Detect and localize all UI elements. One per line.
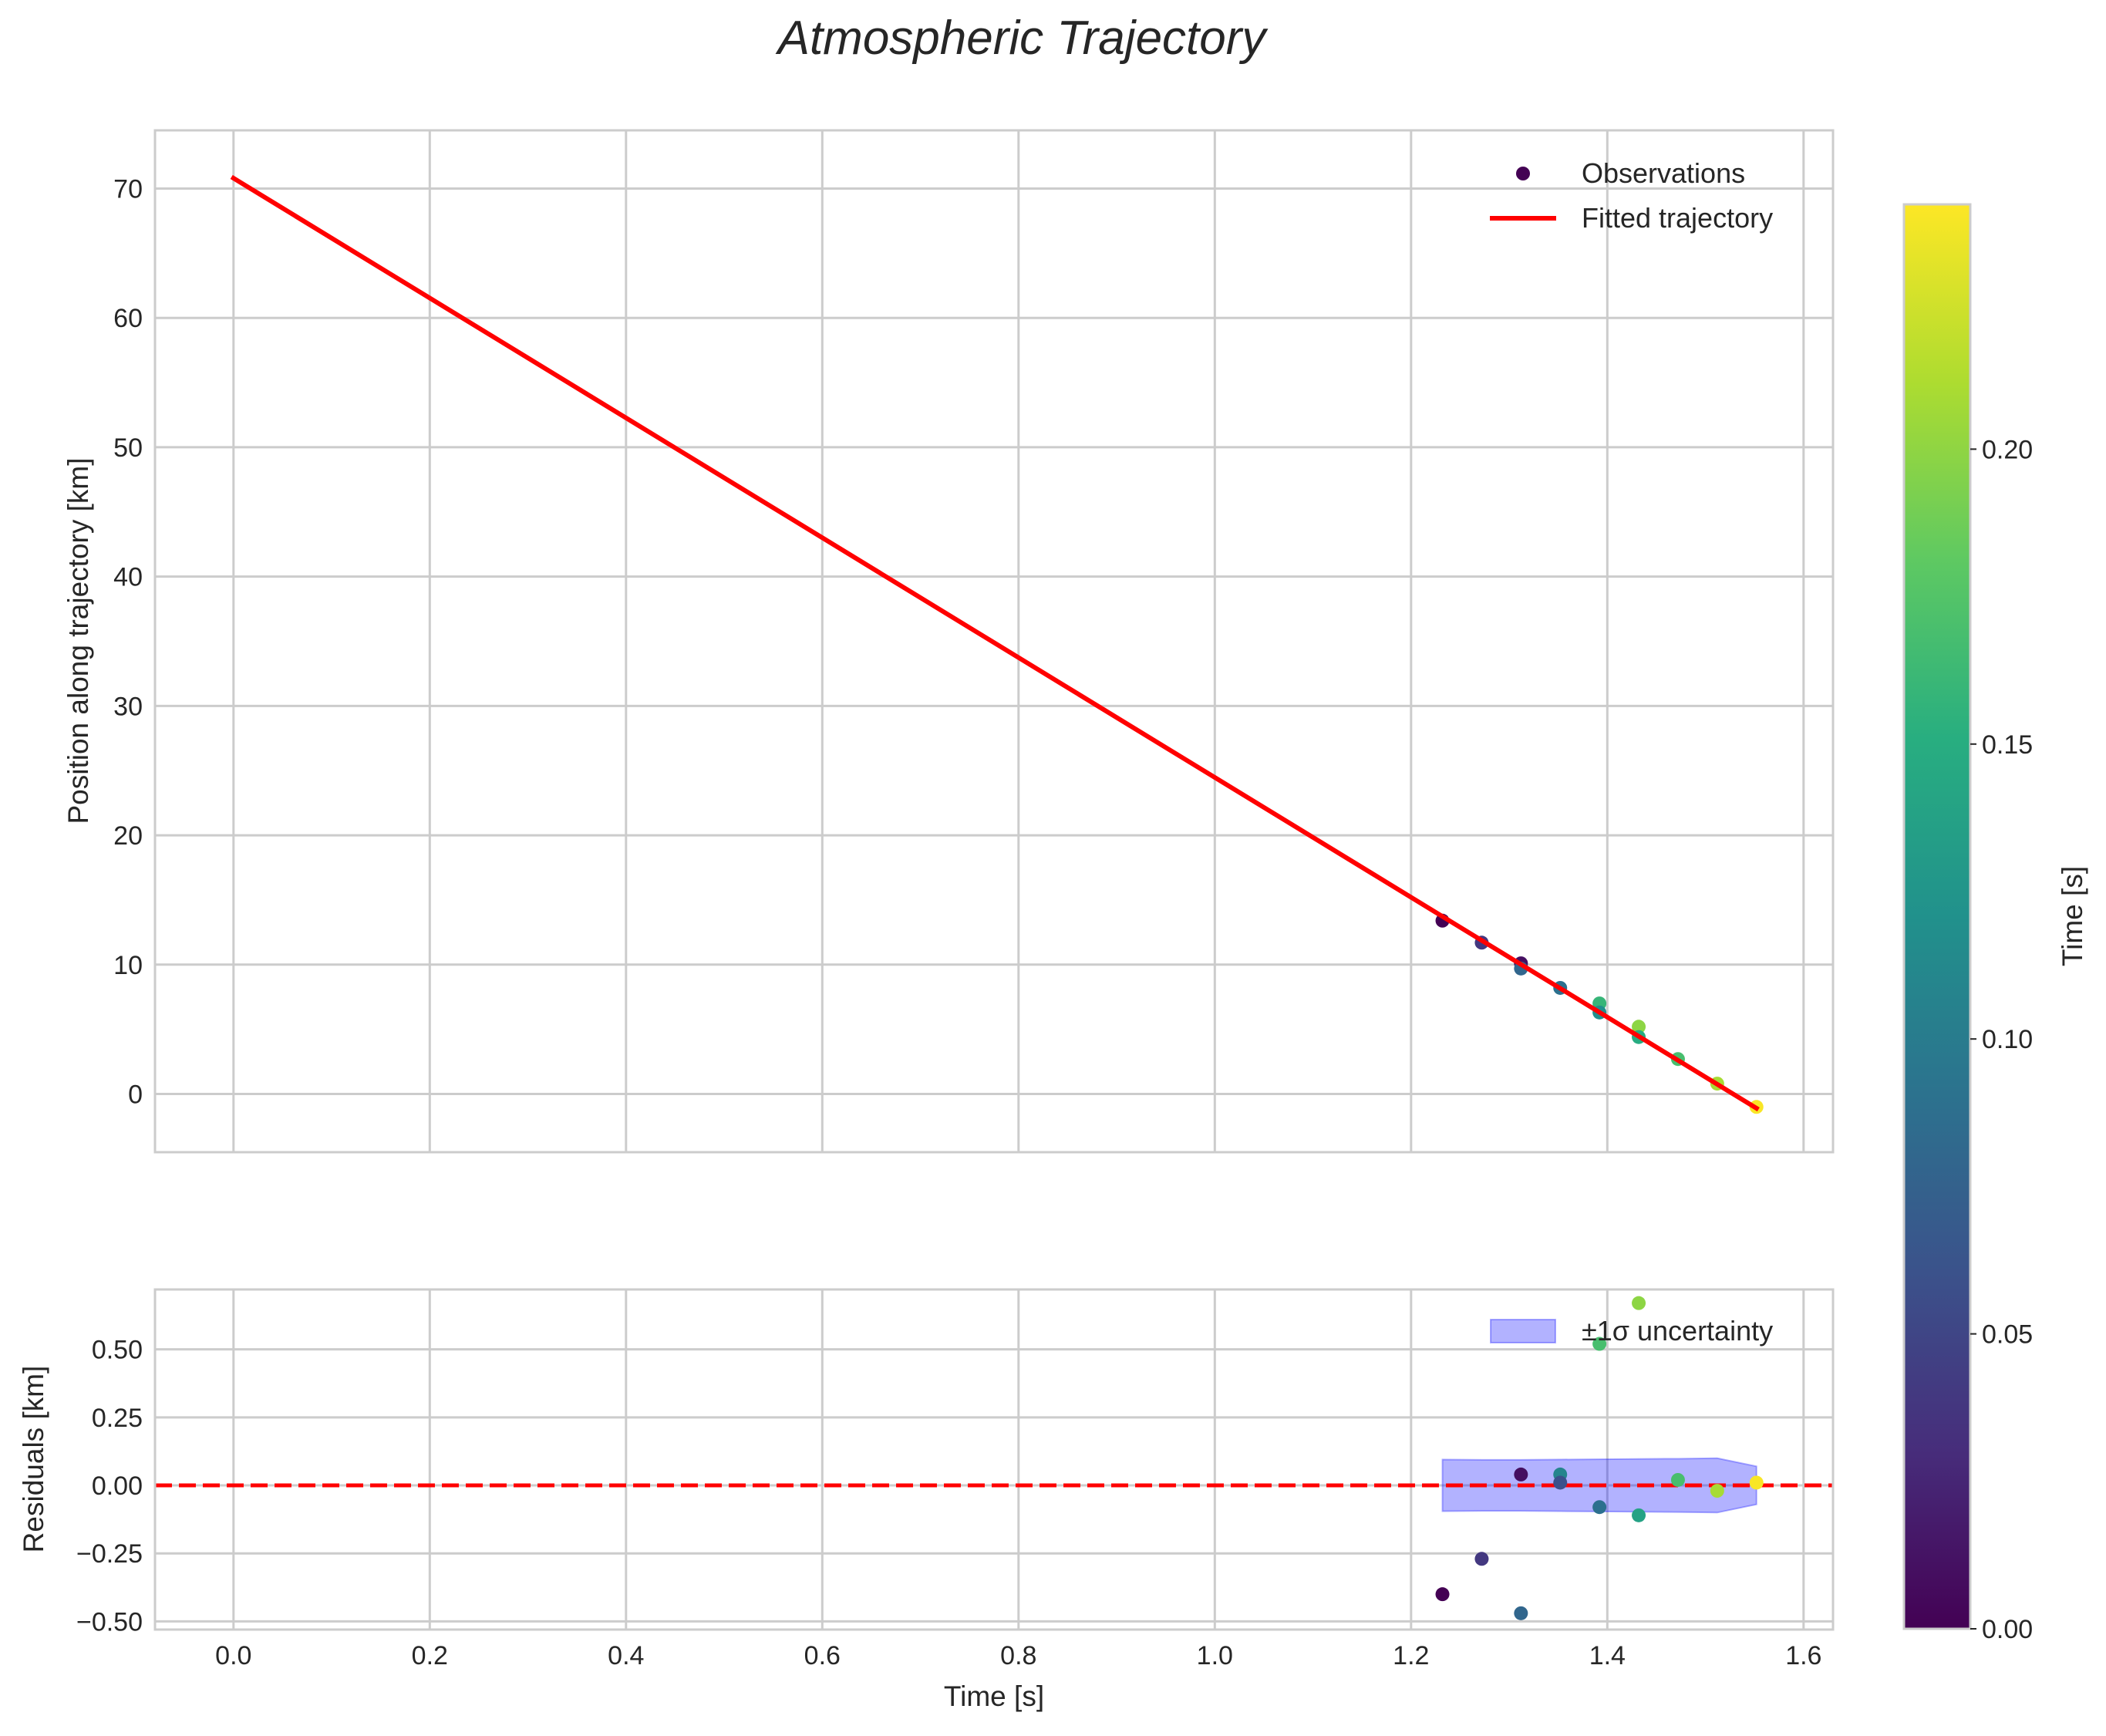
residual-point — [1553, 1475, 1568, 1490]
top-y-tick-label: 50 — [113, 433, 143, 463]
x-tick-labels: 0.0 0.2 0.4 0.6 0.8 1.0 1.2 1.4 1.6 — [215, 1641, 1821, 1670]
colorbar-tick-label: 0.20 — [1982, 435, 2033, 464]
colorbar-tick-label: 0.05 — [1982, 1320, 2033, 1350]
x-tick-label: 0.2 — [412, 1641, 448, 1670]
top-y-tick-label: 40 — [113, 563, 143, 592]
x-tick-label: 0.6 — [804, 1641, 841, 1670]
observation-point — [1632, 1020, 1646, 1034]
top-panel: 0 10 20 30 40 50 60 70 Position along trajector… — [62, 129, 1835, 1154]
bottom-plot-area — [155, 1289, 1833, 1630]
residual-point — [1435, 1587, 1450, 1602]
chart-title: Atmospheric Trajectory — [775, 12, 1269, 65]
bottom-frame — [153, 1288, 1835, 1631]
legend-band-label: ±1σ uncertainty — [1582, 1315, 1773, 1347]
x-tick-label: 0.0 — [215, 1641, 251, 1670]
residual-point — [1749, 1475, 1764, 1490]
top-y-tick-label: 20 — [113, 821, 143, 851]
residual-point — [1710, 1484, 1724, 1498]
top-frame — [153, 129, 1835, 1154]
top-y-axis-label: Position along trajectory [km] — [62, 457, 94, 824]
bottom-y-tick-label: −0.50 — [76, 1607, 143, 1637]
bottom-y-tick-labels: −0.50 −0.25 0.00 0.25 0.50 — [76, 1336, 143, 1637]
top-y-tick-label: 60 — [113, 304, 143, 333]
top-y-tick-label: 0 — [128, 1080, 143, 1110]
bottom-y-axis-label: Residuals [km] — [18, 1366, 49, 1553]
x-tick-label: 1.2 — [1393, 1641, 1429, 1670]
colorbar-label: Time [s] — [2057, 866, 2088, 966]
residual-point — [1592, 1500, 1607, 1515]
residual-point — [1514, 1467, 1528, 1481]
bottom-y-tick-label: 0.50 — [92, 1336, 143, 1365]
colorbar-gradient — [1904, 204, 1970, 1629]
colorbar-tick-labels: 0.00 0.05 0.10 0.15 0.20 — [1970, 435, 2033, 1644]
colorbar-tick-label: 0.10 — [1982, 1025, 2033, 1054]
residual-point — [1514, 1606, 1528, 1620]
residual-point — [1632, 1508, 1646, 1522]
x-tick-label: 1.0 — [1197, 1641, 1233, 1670]
residual-point — [1632, 1296, 1646, 1310]
top-grid — [155, 130, 1833, 1152]
colorbar: 0.00 0.05 0.10 0.15 0.20 Time [s] — [1902, 203, 2088, 1644]
colorbar-tick-label: 0.15 — [1982, 730, 2033, 760]
top-y-tick-labels: 0 10 20 30 40 50 60 70 — [113, 174, 143, 1109]
bottom-y-tick-label: −0.25 — [76, 1539, 143, 1569]
residual-points — [1435, 1296, 1764, 1620]
legend-band-swatch — [1490, 1319, 1556, 1343]
legend-observations-marker — [1516, 167, 1530, 180]
colorbar-frame — [1902, 203, 1972, 1630]
top-y-tick-label: 10 — [113, 951, 143, 980]
x-tick-label: 1.4 — [1589, 1641, 1626, 1670]
legend-observations-label: Observations — [1582, 157, 1745, 189]
bottom-y-tick-label: 0.25 — [92, 1404, 143, 1433]
x-tick-label: 0.8 — [1000, 1641, 1036, 1670]
residual-point — [1592, 1337, 1607, 1351]
colorbar-tick-label: 0.00 — [1982, 1615, 2033, 1644]
top-y-tick-label: 70 — [113, 174, 143, 204]
residual-point — [1670, 1472, 1685, 1487]
bottom-panel: −0.50 −0.25 0.00 0.25 0.50 0.0 0.2 0.4 0.6 0.8 1.… — [18, 1288, 1835, 1712]
bottom-legend: ±1σ uncertainty — [1490, 1315, 1773, 1347]
fitted-trajectory-line — [230, 174, 1760, 1112]
top-series — [230, 174, 1764, 1114]
legend-fit-label: Fitted trajectory — [1582, 202, 1773, 234]
x-tick-label: 0.4 — [608, 1641, 644, 1670]
x-axis-label: Time [s] — [944, 1680, 1044, 1712]
bottom-series — [155, 1296, 1833, 1620]
top-y-tick-label: 30 — [113, 692, 143, 721]
bottom-y-tick-label: 0.00 — [92, 1471, 143, 1501]
x-tick-label: 1.6 — [1785, 1641, 1821, 1670]
top-legend: Observations Fitted trajectory — [1490, 157, 1773, 234]
residual-point — [1474, 1552, 1489, 1566]
